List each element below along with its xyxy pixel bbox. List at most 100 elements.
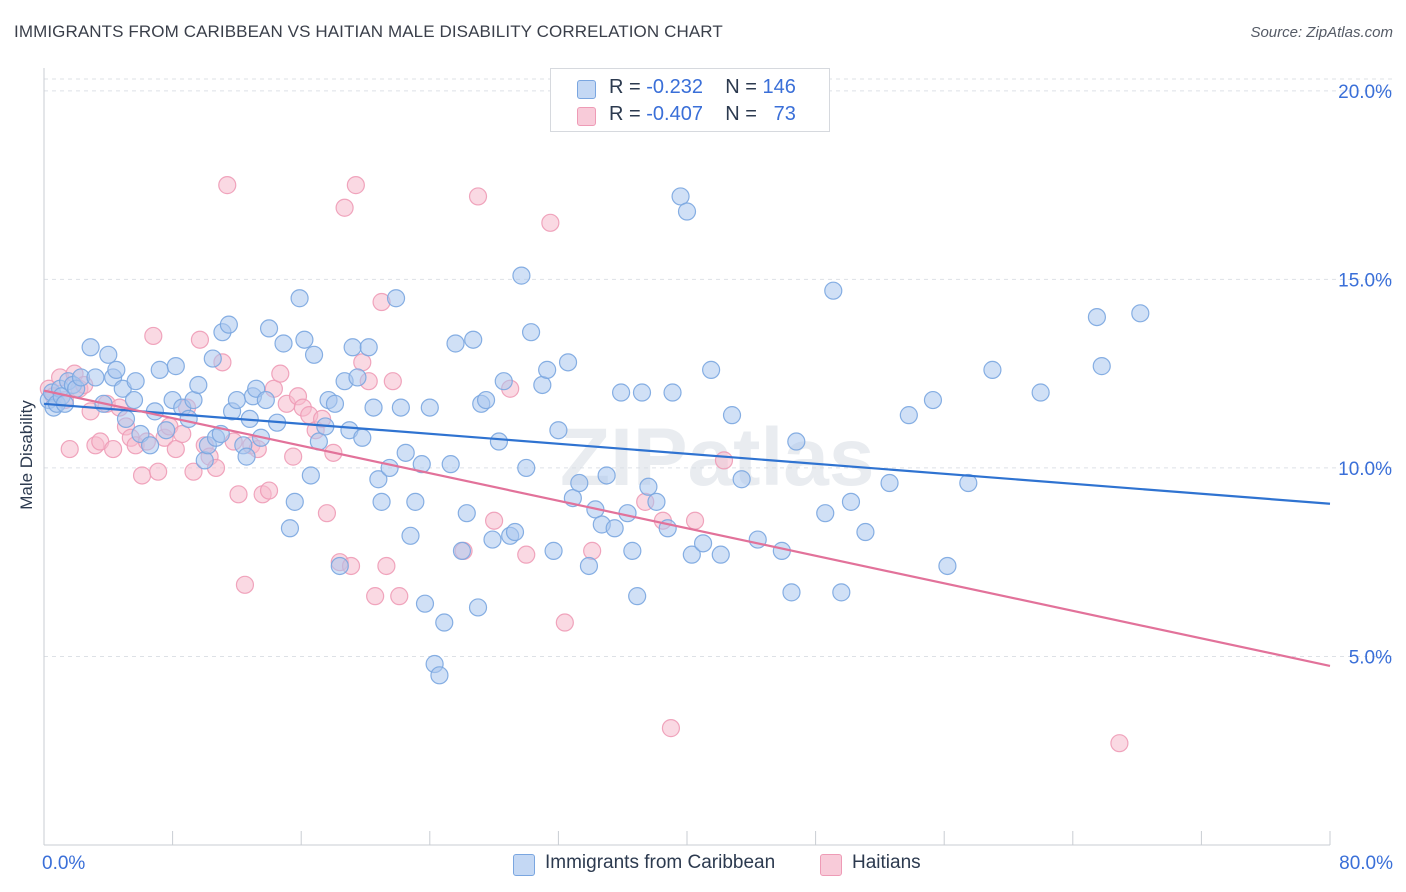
caribbean-point [647, 492, 666, 511]
caribbean-trend-line [43, 402, 1331, 505]
caribbean-point [330, 556, 349, 576]
caribbean-point [505, 522, 525, 542]
caribbean-point [372, 492, 391, 511]
caribbean-point [663, 383, 682, 402]
caribbean-point [280, 519, 300, 538]
caribbean-point [359, 338, 378, 357]
caribbean-point [512, 266, 531, 285]
caribbean-point [126, 372, 145, 391]
caribbean-point [157, 421, 176, 440]
caribbean-point [558, 353, 578, 372]
x-tick-label-min: 0.0% [42, 853, 85, 874]
legend-r-value: -0.232 [646, 76, 703, 98]
correlation-legend: R = -0.232 N = 146 R = -0.407 N = 73 [550, 68, 830, 132]
haitians-point [149, 462, 168, 481]
y-tick-label: 10.0% [1338, 459, 1392, 480]
caribbean-point [782, 583, 801, 602]
caribbean-point [184, 390, 203, 410]
legend-swatch-haitians [577, 107, 596, 126]
tick-labels: 5.0% 10.0% 15.0% 20.0% 0.0% 80.0% [42, 82, 1393, 874]
bottom-legend-swatch-haitians [820, 854, 842, 876]
caribbean-point [938, 556, 957, 576]
caribbean-point [325, 394, 345, 413]
caribbean-point [483, 530, 502, 549]
caribbean-point [430, 666, 449, 685]
haitians-point [284, 447, 303, 466]
caribbean-point [124, 390, 144, 410]
caribbean-point [179, 409, 198, 429]
caribbean-point [538, 360, 557, 379]
caribbean-point [259, 319, 279, 338]
legend-r-label: R = [609, 76, 647, 98]
caribbean-point [81, 338, 100, 357]
haitians-point [184, 462, 203, 481]
caribbean-point [832, 583, 851, 602]
caribbean-point [787, 432, 806, 451]
y-tick-label: 20.0% [1338, 82, 1392, 103]
caribbean-point [468, 598, 488, 617]
caribbean-point [880, 473, 899, 493]
caribbean-point [521, 323, 541, 342]
axes [43, 68, 1331, 846]
caribbean-point [446, 334, 465, 353]
caribbean-point [693, 534, 713, 553]
caribbean-point [274, 334, 293, 353]
haitians-point [366, 587, 385, 606]
caribbean-point [476, 390, 496, 410]
caribbean-point [628, 587, 647, 606]
caribbean-point [549, 421, 568, 440]
caribbean-point [140, 436, 160, 455]
caribbean-point [166, 357, 185, 376]
caribbean-point [732, 470, 751, 489]
caribbean-point [441, 455, 460, 474]
caribbean-point [396, 443, 415, 462]
caribbean-point [677, 202, 697, 221]
haitians-point [104, 439, 123, 459]
legend-swatch-caribbean [577, 80, 596, 99]
caribbean-point [983, 360, 1002, 379]
caribbean-point [401, 526, 420, 545]
caribbean-point [623, 541, 642, 560]
haitians-point [377, 556, 396, 576]
caribbean-point [494, 372, 513, 391]
caribbean-point [923, 390, 943, 410]
caribbean-point [1092, 357, 1111, 376]
caribbean-point [107, 360, 126, 379]
y-tick-label: 15.0% [1338, 270, 1392, 291]
caribbean-point [412, 455, 431, 474]
caribbean-point [702, 360, 721, 379]
trend-lines [43, 389, 1331, 667]
legend-text-haitians: R = -0.407 N = 73 [609, 103, 796, 126]
bottom-legend-swatch-caribbean [513, 854, 535, 876]
caribbean-point [237, 447, 256, 466]
caribbean-point [295, 330, 314, 349]
legend-text-caribbean: R = -0.232 N = 146 [609, 76, 796, 99]
haitians-point [1110, 734, 1129, 753]
haitians-point [685, 511, 705, 530]
haitians-point [271, 364, 290, 383]
caribbean-point [406, 492, 425, 511]
x-tick-label-max: 80.0% [1339, 853, 1393, 874]
bottom-legend-label-haitians: Haitians [852, 852, 921, 873]
caribbean-point [1031, 383, 1050, 402]
caribbean-point [203, 349, 222, 368]
caribbean-point [1087, 307, 1107, 327]
chart-title: IMMIGRANTS FROM CARIBBEAN VS HAITIAN MAL… [14, 22, 723, 41]
y-tick-label: 5.0% [1349, 647, 1392, 668]
caribbean-point [195, 451, 214, 470]
caribbean-points [39, 187, 1150, 685]
caribbean-point [597, 466, 616, 485]
haitians-point [335, 198, 354, 217]
haitians-point [661, 719, 681, 738]
caribbean-point [722, 406, 742, 425]
haitians-point [353, 353, 372, 372]
caribbean-point [285, 492, 304, 511]
caribbean-point [841, 492, 861, 511]
haitians-point [60, 439, 79, 459]
haitians-point [583, 541, 602, 560]
caribbean-point [579, 556, 599, 576]
haitians-point [555, 613, 574, 632]
caribbean-point [489, 432, 509, 451]
legend-r-label: R = [609, 103, 647, 125]
